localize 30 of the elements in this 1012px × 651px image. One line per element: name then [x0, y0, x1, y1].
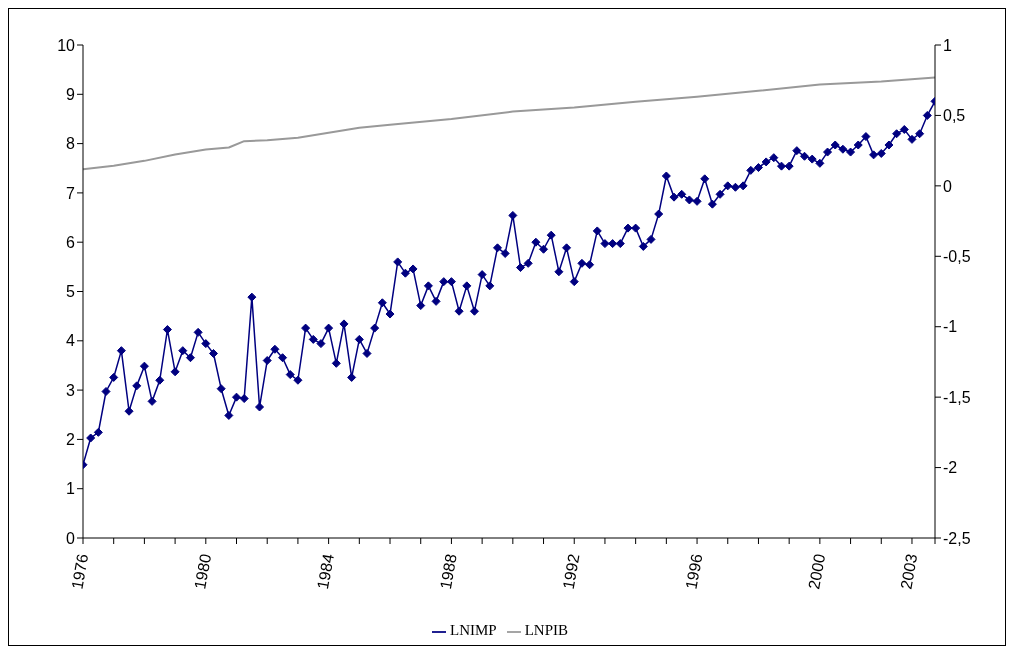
- x-tick-label: 2003: [897, 552, 921, 591]
- y2-tick-label: 1: [943, 36, 952, 54]
- x-tick-label: 1984: [314, 552, 338, 591]
- y-tick-label: 3: [66, 381, 76, 399]
- y2-tick-label: -0,5: [943, 247, 971, 265]
- line-series: [83, 76, 935, 171]
- y-tick-label: 1: [66, 480, 76, 498]
- y-tick-label: 4: [66, 332, 76, 350]
- x-tick-label: 1976: [68, 552, 92, 591]
- y-tick-label: 2: [66, 431, 76, 449]
- x-tick-label: 1988: [436, 552, 460, 591]
- y2-tick-label: -1,5: [943, 388, 971, 406]
- y-tick-label: 10: [57, 36, 76, 54]
- y-tick-label: 8: [66, 135, 76, 153]
- y2-tick-label: -2: [943, 459, 958, 477]
- y-tick-label: 5: [66, 283, 76, 301]
- y-tick-label: 0: [66, 529, 76, 547]
- y2-tick-label: -1: [943, 318, 958, 336]
- y-tick-label: 6: [66, 233, 76, 251]
- x-tick-label: 2000: [805, 552, 829, 591]
- legend-label: LNPIB: [524, 622, 568, 638]
- y2-tick-label: 0: [943, 177, 952, 195]
- x-tick-label: 1980: [191, 552, 215, 591]
- x-tick-label: 1996: [682, 552, 706, 591]
- x-tick-label: 1992: [559, 552, 583, 591]
- y2-tick-label: -2,5: [943, 529, 971, 547]
- y-tick-label: 9: [66, 85, 76, 103]
- y2-tick-label: 0,5: [943, 107, 966, 125]
- y-tick-label: 7: [66, 184, 76, 202]
- legend-label: LNIMP: [449, 622, 497, 638]
